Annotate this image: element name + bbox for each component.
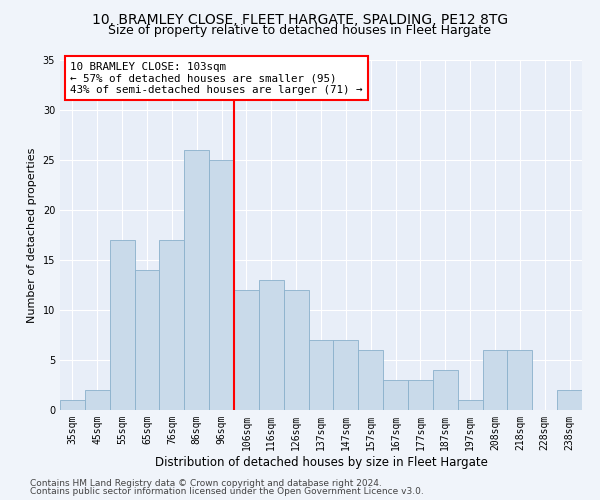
Bar [383, 380, 408, 410]
Bar [134, 270, 160, 410]
Text: Contains HM Land Registry data © Crown copyright and database right 2024.: Contains HM Land Registry data © Crown c… [30, 478, 382, 488]
Text: 10 BRAMLEY CLOSE: 103sqm
← 57% of detached houses are smaller (95)
43% of semi-d: 10 BRAMLEY CLOSE: 103sqm ← 57% of detach… [70, 62, 363, 95]
Text: Size of property relative to detached houses in Fleet Hargate: Size of property relative to detached ho… [109, 24, 491, 37]
Bar [85, 390, 110, 410]
Text: Contains public sector information licensed under the Open Government Licence v3: Contains public sector information licen… [30, 487, 424, 496]
Bar [433, 370, 458, 410]
Bar [308, 340, 334, 410]
Bar [209, 160, 234, 410]
Text: 10, BRAMLEY CLOSE, FLEET HARGATE, SPALDING, PE12 8TG: 10, BRAMLEY CLOSE, FLEET HARGATE, SPALDI… [92, 12, 508, 26]
Bar [234, 290, 259, 410]
Bar [259, 280, 284, 410]
Bar [408, 380, 433, 410]
Bar [184, 150, 209, 410]
Bar [508, 350, 532, 410]
Bar [110, 240, 134, 410]
Bar [160, 240, 184, 410]
Y-axis label: Number of detached properties: Number of detached properties [27, 148, 37, 322]
Bar [334, 340, 358, 410]
Bar [557, 390, 582, 410]
Bar [284, 290, 308, 410]
Bar [482, 350, 508, 410]
Bar [458, 400, 482, 410]
Bar [358, 350, 383, 410]
Bar [60, 400, 85, 410]
X-axis label: Distribution of detached houses by size in Fleet Hargate: Distribution of detached houses by size … [155, 456, 487, 468]
